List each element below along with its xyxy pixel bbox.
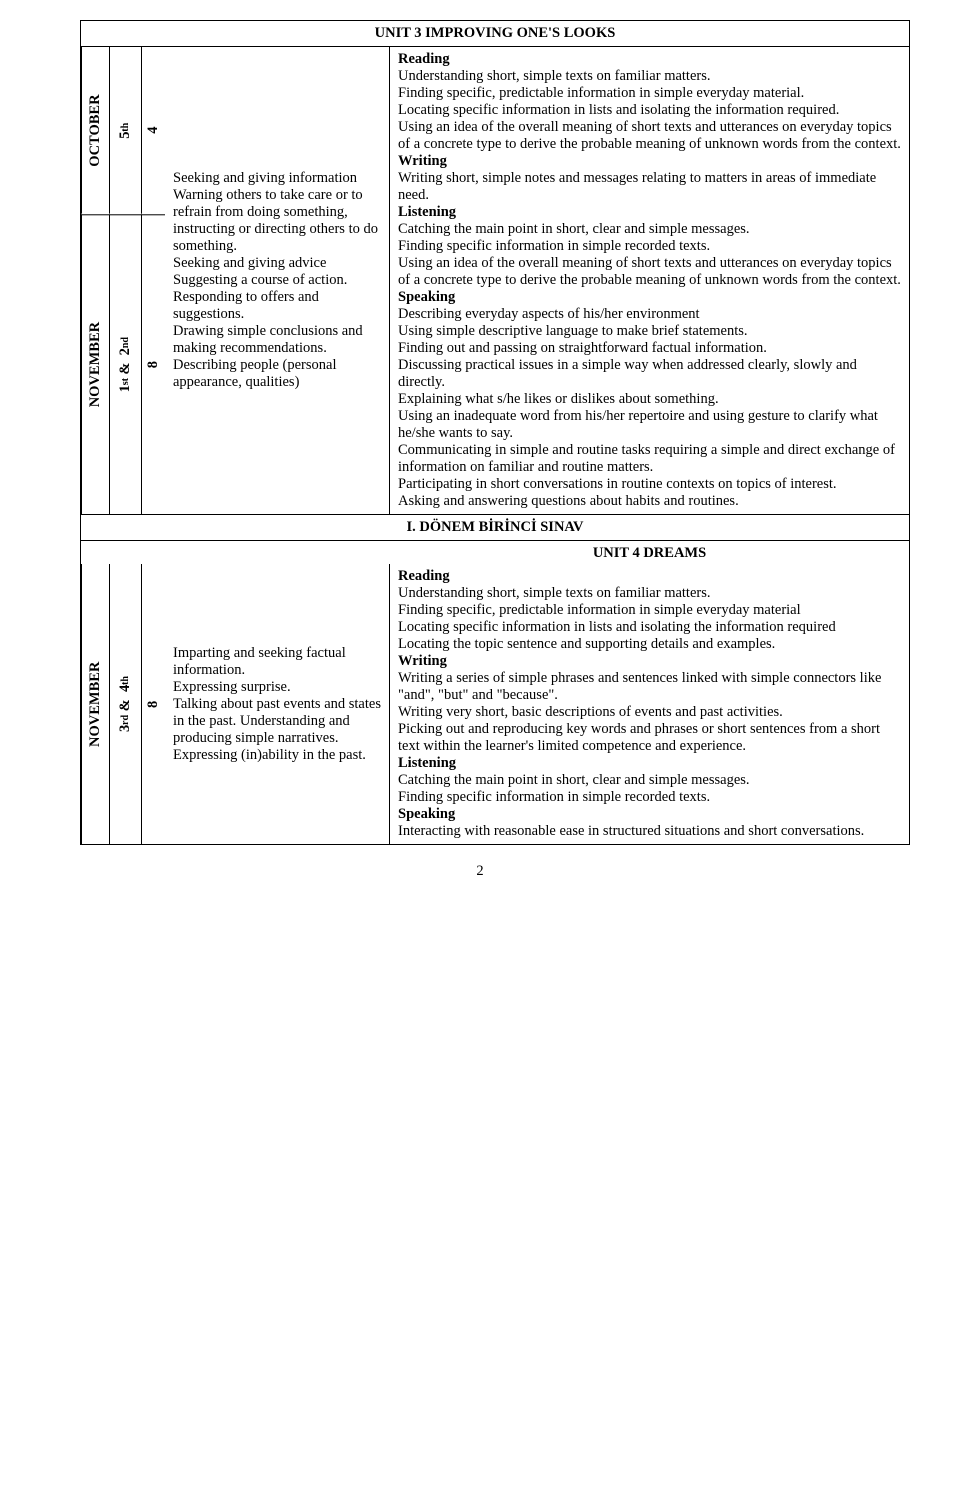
functions-text: Imparting and seeking factual informatio… (173, 645, 381, 764)
unit4-row: NOVEMBER 3rd & 4th 8 Imparting and seeki… (81, 564, 909, 844)
unit3-title: UNIT 3 IMPROVING ONE'S LOOKS (81, 21, 909, 47)
speaking-text: Describing everyday aspects of his/her e… (398, 306, 901, 510)
reading-text: Understanding short, simple texts on fam… (398, 585, 901, 653)
unit3-hours: 4 8 (141, 47, 165, 514)
writing-heading: Writing (398, 653, 901, 670)
reading-heading: Reading (398, 51, 901, 68)
week-cell: 1st & 2nd (109, 214, 141, 514)
unit3-months: OCTOBER NOVEMBER (81, 47, 109, 514)
unit4-weeks: 3rd & 4th (109, 564, 141, 844)
unit4-functions: Imparting and seeking factual informatio… (165, 564, 390, 844)
hour-cell: 4 (141, 47, 165, 214)
writing-text: Writing short, simple notes and messages… (398, 170, 901, 204)
unit4-months: NOVEMBER (81, 564, 109, 844)
writing-text: Writing a series of simple phrases and s… (398, 670, 901, 755)
hour-cell: 8 (141, 214, 165, 514)
month-cell: OCTOBER (81, 47, 109, 214)
functions-text: Seeking and giving information Warning o… (173, 170, 381, 391)
listening-heading: Listening (398, 755, 901, 772)
curriculum-table: UNIT 3 IMPROVING ONE'S LOOKS OCTOBER NOV… (80, 20, 910, 845)
hour-cell: 8 (141, 564, 165, 844)
month-cell: NOVEMBER (81, 564, 109, 844)
week-cell: 5th (109, 47, 141, 214)
week-cell: 3rd & 4th (109, 564, 141, 844)
speaking-heading: Speaking (398, 806, 901, 823)
speaking-text: Interacting with reasonable ease in stru… (398, 823, 901, 840)
page-number: 2 (0, 863, 960, 880)
month-cell: NOVEMBER (81, 214, 109, 514)
reading-heading: Reading (398, 568, 901, 585)
writing-heading: Writing (398, 153, 901, 170)
reading-text: Understanding short, simple texts on fam… (398, 68, 901, 153)
speaking-heading: Speaking (398, 289, 901, 306)
listening-text: Catching the main point in short, clear … (398, 221, 901, 289)
unit3-weeks: 5th 1st & 2nd (109, 47, 141, 514)
unit3-row: OCTOBER NOVEMBER 5th 1st & 2nd 4 8 Seeki… (81, 47, 909, 515)
listening-heading: Listening (398, 204, 901, 221)
unit3-skills: Reading Understanding short, simple text… (390, 47, 909, 514)
unit3-functions: Seeking and giving information Warning o… (165, 47, 390, 514)
unit4-hours: 8 (141, 564, 165, 844)
listening-text: Catching the main point in short, clear … (398, 772, 901, 806)
exam-row: I. DÖNEM BİRİNCİ SINAV (81, 515, 909, 541)
unit4-skills: Reading Understanding short, simple text… (390, 564, 909, 844)
unit4-title: UNIT 4 DREAMS (81, 541, 909, 564)
